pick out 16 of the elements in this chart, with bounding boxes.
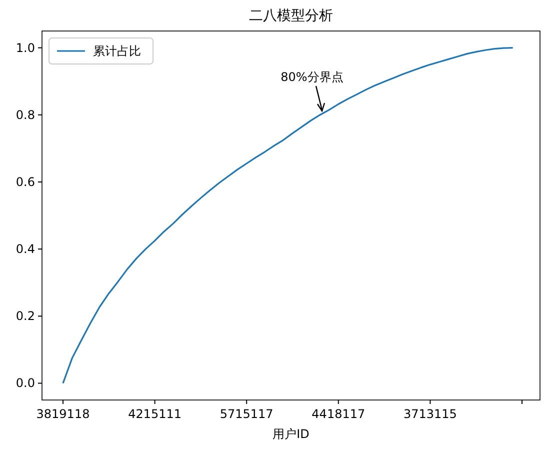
y-tick-label: 0.6	[16, 174, 35, 189]
line-series	[62, 46, 514, 384]
annotation: 80%分界点	[280, 70, 344, 84]
y-tick-label: 1.0	[16, 40, 35, 55]
y-tick-label: 0.2	[16, 309, 35, 324]
x-tick-label: 3713115	[403, 407, 457, 421]
x-tick-label: 4215111	[128, 407, 182, 421]
y-tick-label: 0.4	[16, 242, 35, 256]
chart-title: 二八模型分析	[249, 8, 333, 24]
legend-label: 累计占比	[93, 44, 141, 58]
y-tick-label: 0.0	[16, 376, 35, 390]
y-tick-label: 0.8	[16, 108, 35, 122]
x-tick-label: 5715117	[220, 407, 274, 421]
x-tick-label: 3819118	[36, 407, 90, 421]
x-tick-label: 4418117	[312, 407, 366, 421]
x-axis-title: 用户ID	[272, 427, 310, 441]
